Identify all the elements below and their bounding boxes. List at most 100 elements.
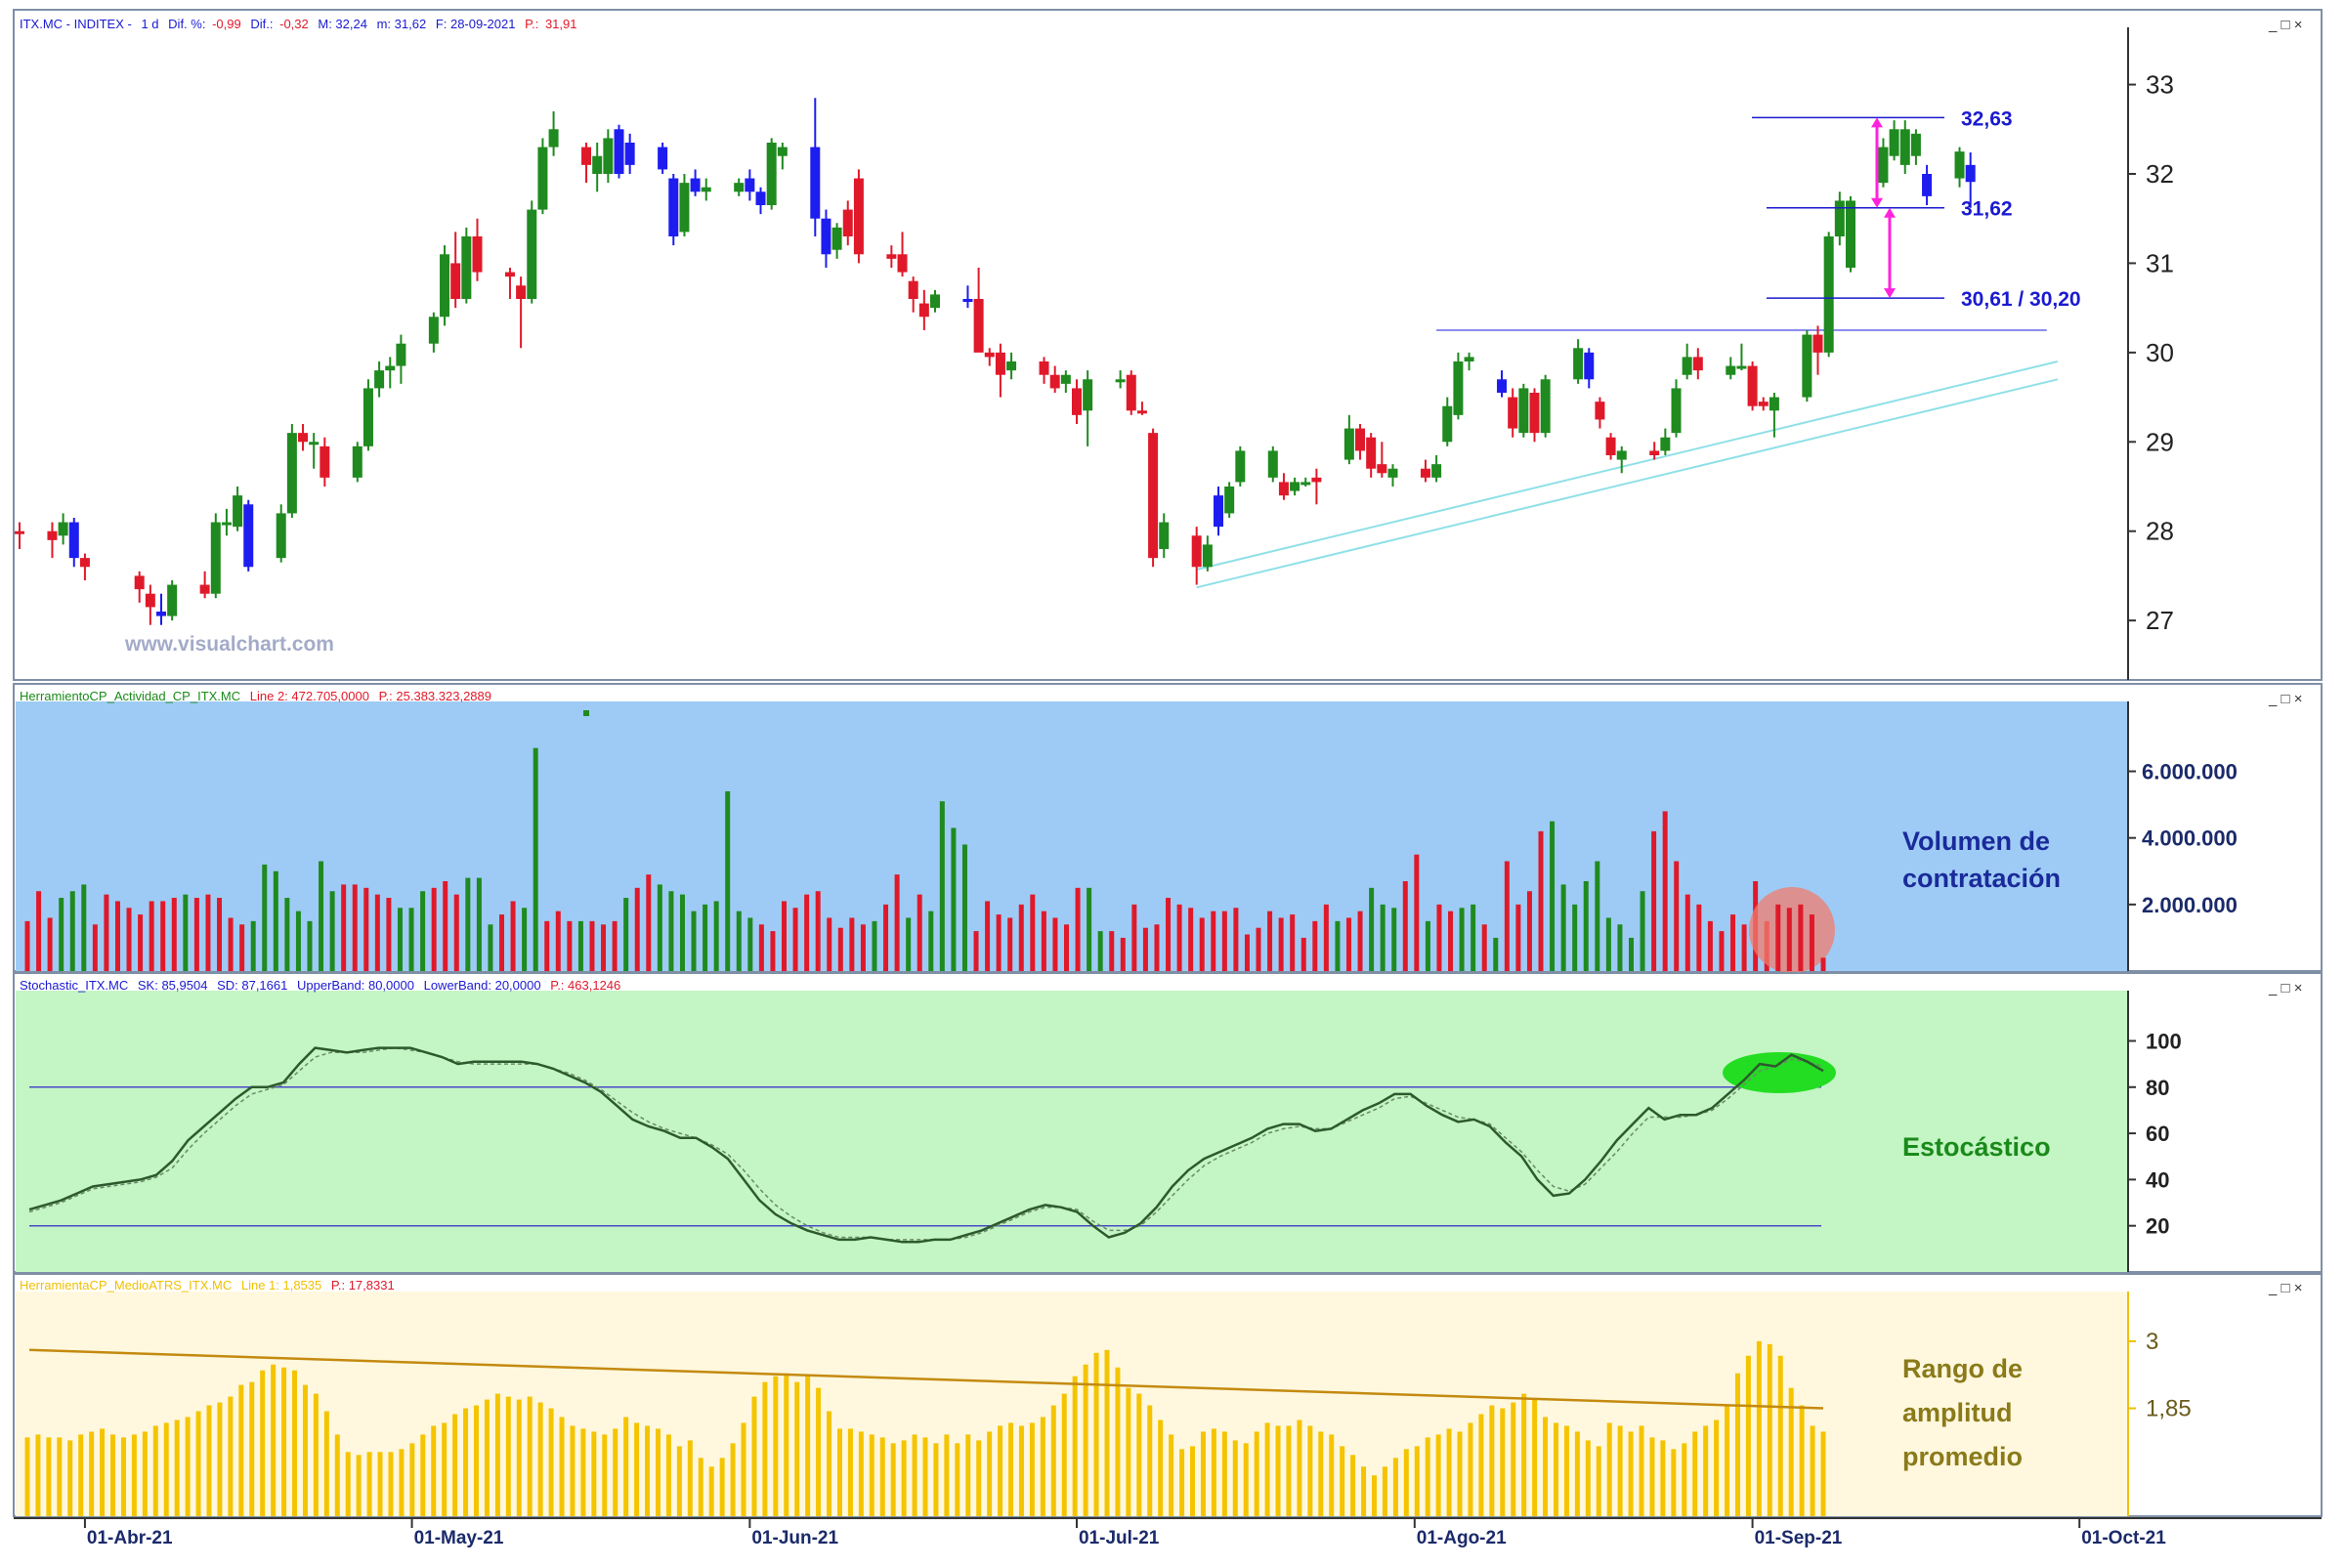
candle-body (1072, 388, 1082, 415)
atr-bar (623, 1417, 629, 1516)
atr-bar (57, 1437, 63, 1516)
atr-bar (142, 1431, 148, 1516)
candle-body (1148, 433, 1159, 559)
atr-bar (1382, 1466, 1387, 1516)
atr-bar (1489, 1405, 1495, 1516)
volume-bar (1312, 920, 1318, 971)
x-axis: 01-Abr-21 01-May-21 01-Jun-21 01-Jul-21 01-A… (14, 1517, 2322, 1548)
atr-bar (645, 1425, 651, 1516)
header-low: m: 31,62 (377, 17, 427, 31)
price-tick-label: 29 (2146, 427, 2174, 456)
candle-body (592, 155, 603, 174)
volume-bar (397, 908, 403, 971)
atr-bar (110, 1434, 116, 1516)
atr-bar (1682, 1443, 1687, 1516)
atr-window-controls[interactable]: _ □ × (2268, 1280, 2303, 1296)
price-y-ticks: 33 32 31 30 29 28 27 (2128, 70, 2174, 635)
atr-bar (827, 1411, 832, 1516)
atr-bar (1147, 1405, 1153, 1516)
price-window-controls[interactable]: _ □ × (2268, 17, 2303, 33)
atr-bar (1660, 1440, 1666, 1516)
stochastic-tick-label: 40 (2146, 1167, 2169, 1192)
volume-bar (1550, 821, 1556, 971)
candle-body (233, 495, 243, 528)
candle-body (886, 254, 897, 259)
volume-bar (1707, 920, 1713, 971)
volume-bar (1617, 924, 1623, 971)
stochastic-tick-label: 80 (2146, 1076, 2169, 1100)
candle-body (1747, 365, 1758, 406)
atr-bar (1115, 1367, 1121, 1516)
candle-body (548, 129, 559, 148)
atr-bar (516, 1399, 522, 1516)
atr-bar (1468, 1422, 1473, 1516)
volume-bar (47, 917, 53, 971)
atr-bar (1254, 1431, 1259, 1516)
volume-bar (1075, 887, 1081, 971)
candle-body (320, 445, 330, 478)
watermark: www.visualchart.com (124, 633, 334, 656)
volume-bar (138, 914, 144, 971)
candle-body (537, 147, 548, 210)
volume-bar (894, 874, 900, 971)
volume-p: P.: 25.383.323,2889 (379, 689, 491, 703)
candle-body (1464, 357, 1474, 361)
atr-bar (836, 1428, 842, 1516)
atr-bar (292, 1370, 298, 1516)
stochastic-p: P.: 463,1246 (550, 978, 620, 993)
atr-bar (302, 1384, 308, 1516)
candle-body (1769, 397, 1779, 411)
atr-bar (1392, 1458, 1398, 1516)
atr-bar (1243, 1443, 1249, 1516)
atr-bar (762, 1381, 768, 1516)
atr-bar (1585, 1440, 1591, 1516)
candle-body (995, 352, 1005, 375)
volume-bar (567, 920, 573, 971)
volume-bar (703, 904, 708, 971)
atr-bar (1221, 1431, 1227, 1516)
atr-bar (46, 1437, 52, 1516)
atr-bar (1745, 1355, 1751, 1516)
volume-bar (725, 790, 731, 971)
atr-bar (1692, 1431, 1698, 1516)
candle-body (1726, 365, 1736, 375)
volume-bar (1211, 911, 1216, 971)
stochastic-tick-label: 60 (2146, 1122, 2169, 1146)
atr-bar (784, 1373, 789, 1516)
atr-bar (388, 1452, 394, 1516)
atr-bar (1040, 1417, 1045, 1516)
atr-bar (1008, 1422, 1014, 1516)
volume-bar (1120, 937, 1126, 971)
atr-bar (1307, 1425, 1313, 1516)
volume-bar (329, 891, 335, 971)
volume-bar (453, 894, 459, 971)
atr-bar (1372, 1475, 1377, 1516)
volume-bar (973, 931, 979, 971)
volume-bar (1335, 920, 1341, 971)
atr-bar (323, 1411, 329, 1516)
volume-bar (985, 901, 991, 971)
volume-bar (668, 891, 674, 971)
volume-panel: HerramientoCP_Actividad_CP_ITX.MC Line 2… (13, 683, 2323, 973)
atr-bar (570, 1425, 576, 1516)
candle-body (1834, 200, 1845, 236)
atr-bar (366, 1452, 372, 1516)
stochastic-window-controls[interactable]: _ □ × (2268, 980, 2303, 996)
candle-body (1660, 437, 1671, 451)
volume-bar (1323, 904, 1329, 971)
stochastic-sd: SD: 87,1661 (217, 978, 287, 993)
header-date: F: 28-09-2021 (436, 17, 516, 31)
volume-bar (1357, 911, 1363, 971)
volume-bar (59, 898, 64, 971)
volume-bar (431, 887, 437, 971)
candle-body (58, 522, 68, 536)
atr-bar (1799, 1405, 1805, 1516)
volume-window-controls[interactable]: _ □ × (2268, 691, 2303, 707)
atr-bar (249, 1381, 255, 1516)
atr-bar (1435, 1434, 1441, 1516)
candle-body (516, 285, 527, 299)
candle-body (831, 227, 842, 250)
atr-bar (431, 1425, 437, 1516)
volume-bar (193, 898, 199, 971)
candle-body (1235, 450, 1246, 483)
